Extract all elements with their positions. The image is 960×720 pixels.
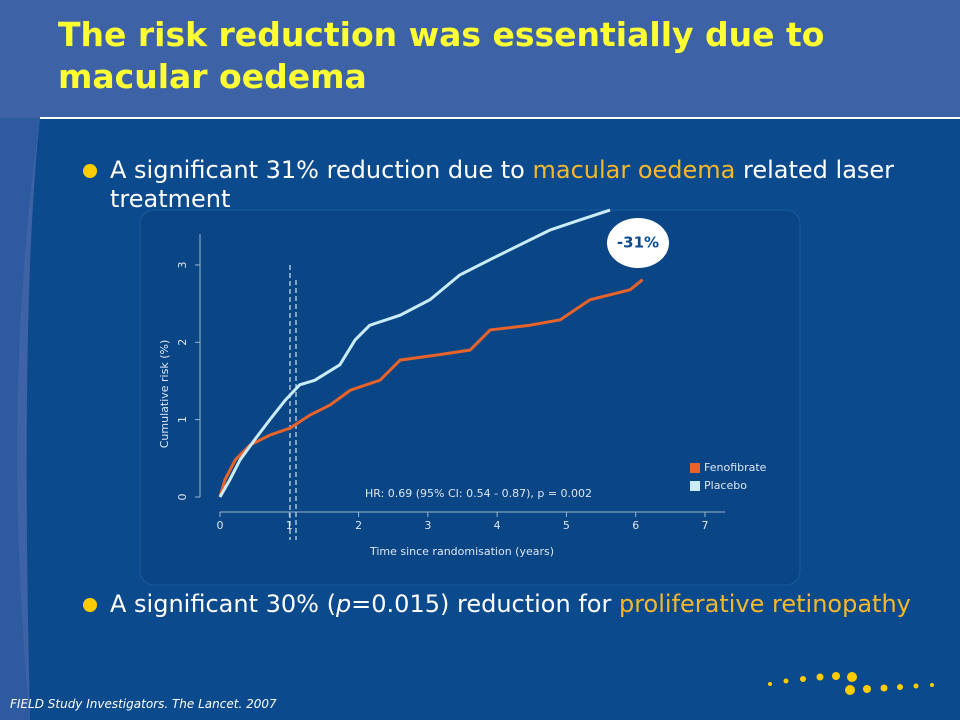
- bullet-dot: [83, 598, 97, 612]
- legend-swatch: [690, 463, 700, 473]
- decor-dots: [768, 672, 934, 695]
- highlight: macular oedema: [532, 156, 736, 184]
- x-tick-label: 5: [563, 519, 570, 532]
- legend-label: Fenofibrate: [704, 461, 767, 474]
- series-line: [218, 208, 611, 498]
- y-axis-label: Cumulative risk (%): [158, 340, 171, 449]
- bullet-text: A significant 30% (: [110, 590, 336, 618]
- x-tick-label: 3: [424, 519, 431, 532]
- chart-panel: [139, 209, 801, 586]
- x-axis-label: Time since randomisation (years): [369, 545, 554, 558]
- x-tick-label: 2: [355, 519, 362, 532]
- footer: FIELD Study Investigators. The Lancet. 2…: [10, 697, 277, 711]
- series-line: [218, 278, 644, 498]
- y-tick-label: 1: [176, 416, 189, 423]
- y-tick-label: 0: [176, 494, 189, 501]
- bullet: A significant 30% (p=0.015) reduction fo…: [83, 590, 930, 619]
- legend-swatch: [690, 481, 700, 491]
- y-tick-label: 3: [176, 261, 189, 268]
- legend-label: Placebo: [704, 479, 747, 492]
- annotation-bubble: [607, 218, 669, 268]
- bullet-dot: [83, 164, 97, 178]
- bullet-text: related laser treatment: [110, 156, 895, 213]
- highlight: proliferative retinopathy: [618, 590, 911, 618]
- bullet-text: =0.015) reduction for: [351, 590, 619, 618]
- x-tick-label: 0: [217, 519, 224, 532]
- slide-curve: [0, 118, 40, 720]
- italic-text: p: [335, 590, 352, 618]
- x-tick-label: 7: [702, 519, 709, 532]
- x-tick-label: 1: [286, 519, 293, 532]
- annotation: HR: 0.69 (95% CI: 0.54 - 0.87), p = 0.00…: [365, 487, 592, 500]
- y-tick-label: 2: [176, 339, 189, 346]
- bullet: A significant 31% reduction due to macul…: [83, 156, 930, 214]
- slide-title: The risk reduction was essentially due t…: [58, 15, 825, 96]
- annotation: -31%: [617, 234, 659, 252]
- x-tick-label: 4: [494, 519, 501, 532]
- bullet-text: A significant 31% reduction due to: [110, 156, 533, 184]
- x-tick-label: 6: [632, 519, 639, 532]
